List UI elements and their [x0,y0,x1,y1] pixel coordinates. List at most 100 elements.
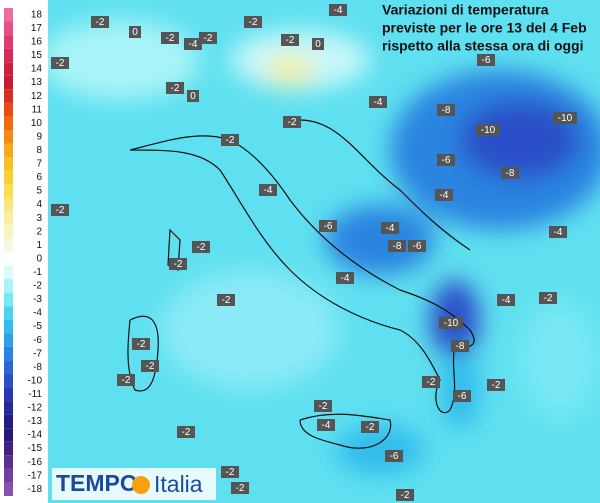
legend-label: 6 [36,172,42,183]
logo-country: Italia [154,471,203,497]
map-label: -4 [386,223,395,234]
label-box [422,376,440,388]
label-box [553,112,577,124]
map-label: -8 [456,341,465,352]
title-line: rispetto alla stessa ora di oggi [382,38,584,54]
map-label: -6 [458,391,467,402]
map-label: -4 [374,97,383,108]
legend-label: -11 [28,389,42,400]
label-box [141,360,159,372]
legend-label: 14 [31,64,43,75]
logo-brand: TEMPO [56,470,138,496]
label-box [132,338,150,350]
label-box [187,90,199,102]
label-box [51,57,69,69]
legend-swatch [4,35,13,49]
label-box [476,124,500,136]
label-box [199,32,217,44]
legend-swatch [4,374,13,388]
legend-label: 2 [36,226,42,237]
map-label: -2 [96,17,105,28]
legend-swatch [4,170,13,185]
legend-swatch [4,265,13,280]
map-label: -2 [249,17,258,28]
label-box [221,466,239,478]
legend-label: 16 [31,37,43,48]
logo: TEMPO Italia [52,468,216,500]
map-label: -2 [427,377,436,388]
label-box [501,167,519,179]
legend-label: -2 [33,281,42,292]
map-label: -2 [137,339,146,350]
label-box [336,272,354,284]
legend-swatch [4,75,13,90]
map-label: -8 [393,241,402,252]
label-box [369,96,387,108]
legend-swatch [4,482,13,496]
legend-label: -16 [28,457,43,468]
legend-label: 7 [36,159,42,170]
legend-label: 9 [36,131,42,142]
map-label: -2 [171,83,180,94]
map-label: -2 [544,293,553,304]
map-label: -4 [189,39,198,50]
map-label: -2 [226,135,235,146]
legend-swatch [4,116,13,130]
legend-label: 15 [31,50,43,61]
legend-label: -4 [33,308,42,319]
legend-label: 8 [36,145,42,156]
legend-label: -10 [28,375,43,386]
legend-label: -18 [28,484,43,495]
legend-swatch [4,184,13,198]
legend-label: -5 [33,321,42,332]
label-box [259,184,277,196]
label-box [539,292,557,304]
label-box [184,38,202,50]
legend-swatch [4,441,13,456]
legend-swatch [4,21,13,36]
map-label: -4 [502,295,511,306]
legend-swatch [4,455,13,469]
label-box [177,426,195,438]
map-label: -10 [558,113,573,124]
legend-label: 0 [36,253,42,264]
map-label: -4 [322,420,331,431]
legend-swatch [4,48,13,63]
map-label: -2 [226,467,235,478]
map-label: -4 [264,185,273,196]
label-box [453,390,471,402]
label-box [439,317,463,329]
label-box [319,220,337,232]
label-box [129,26,141,38]
map-label: -10 [444,318,459,329]
legend-swatch [4,197,13,212]
legend-swatch [4,428,13,442]
legend-swatch [4,346,13,361]
map-label: -2 [122,375,131,386]
legend-label: -13 [28,416,43,427]
logo-sun [132,476,150,494]
label-box [361,421,379,433]
label-box [388,240,406,252]
legend-swatch [4,468,13,483]
legend-label: 17 [31,23,43,34]
label-box [283,116,301,128]
map-label: -2 [401,490,410,501]
legend-label: -3 [33,294,42,305]
label-box [192,241,210,253]
legend-swatch [4,89,13,103]
label-box [435,189,453,201]
label-box [451,340,469,352]
label-box [437,104,455,116]
legend-swatch [4,224,13,239]
legend-swatch [4,102,13,117]
map-label: -2 [146,361,155,372]
label-box [51,204,69,216]
map-label: -8 [506,168,515,179]
label-box [244,16,262,28]
legend: 1817161514131211109876543210-1-2-3-4-5-6… [4,8,42,496]
map-label: 0 [132,27,138,38]
label-box [329,4,347,16]
label-box [91,16,109,28]
